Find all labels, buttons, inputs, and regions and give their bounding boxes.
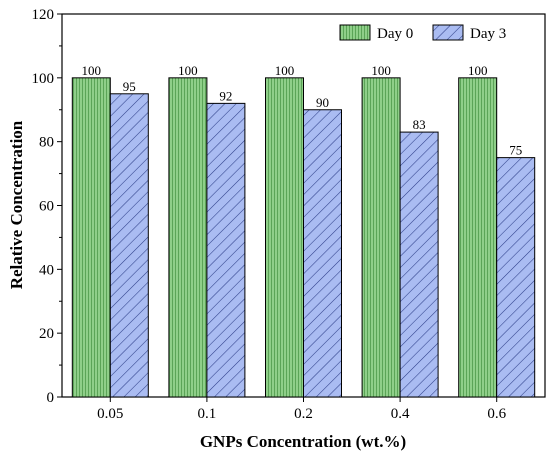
y-tick-label: 80 [39,135,54,151]
legend: Day 0 Day 3 [339,24,506,42]
bar-day-3 [206,102,246,398]
legend-swatch-day-0 [339,24,371,41]
data-label: 100 [371,63,391,78]
data-labels: 100 95 100 92 100 90 100 83 100 75 [82,63,523,158]
y-tick-label: 100 [32,71,55,87]
bar-day-0 [361,77,401,398]
x-tick-label: 0.2 [294,406,313,422]
bar-day-3 [303,109,342,398]
x-tick-label: 0.4 [391,406,410,422]
legend-label: Day 3 [470,26,506,42]
x-tick-label: 0.6 [487,406,506,422]
y-tick-label: 0 [47,390,55,406]
bar-day-3 [109,93,149,398]
legend-label: Day 0 [377,26,413,42]
data-label: 100 [468,63,488,78]
x-axis-title: GNPs Concentration (wt.%) [200,432,406,451]
data-label: 75 [509,143,522,158]
bar-day-0 [168,77,208,398]
data-label: 83 [413,117,426,132]
data-label: 100 [275,63,295,78]
bar-day-3 [496,157,536,398]
data-label: 95 [123,79,136,94]
y-axis: 0 20 40 60 80 100 120 [32,7,62,406]
data-label: 100 [178,63,198,78]
y-tick-label: 40 [39,262,54,278]
bar-day-0 [458,77,498,398]
bar-day-3 [399,131,439,398]
y-tick-label: 120 [32,7,55,23]
x-tick-label: 0.1 [198,406,217,422]
y-tick-label: 20 [39,326,54,342]
x-axis: 0.05 0.1 0.2 0.4 0.6 [97,397,507,422]
bar-day-0 [265,77,304,398]
x-tick-label: 0.05 [97,406,123,422]
data-label: 92 [219,88,232,103]
bar-day-0 [71,77,111,398]
data-label: 90 [316,95,329,110]
y-axis-title: Relative Concentration [7,120,26,289]
y-tick-label: 60 [39,199,54,215]
data-label: 100 [82,63,102,78]
legend-swatch-day-3 [432,24,464,41]
bars [71,77,536,398]
